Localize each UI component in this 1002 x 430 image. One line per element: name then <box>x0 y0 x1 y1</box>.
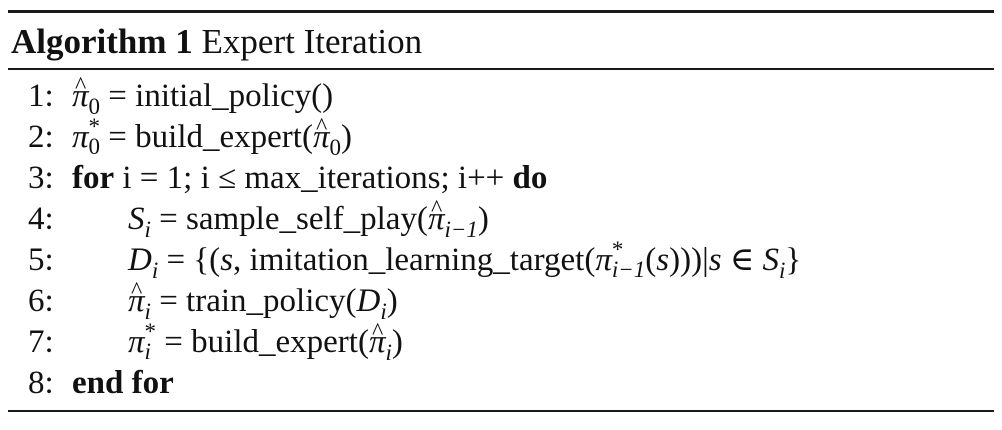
subscript: i <box>380 299 387 324</box>
subscript: i−1 <box>611 257 646 283</box>
keyword-end-for: end for <box>72 365 174 401</box>
line-code: end for <box>72 363 174 403</box>
loop-condition: i = 1; i ≤ max_iterations; i++ <box>122 160 505 196</box>
subscript: i <box>385 340 392 365</box>
algorithm-label: Algorithm 1 <box>11 22 193 61</box>
line-number: 8: <box>28 365 54 401</box>
subscript: 0 <box>88 94 101 119</box>
caption-rule <box>8 68 994 70</box>
subscript: i <box>151 258 159 283</box>
code-text: ) <box>477 201 489 237</box>
superscript: * <box>611 237 624 263</box>
line-code: Si = sample_self_play(πi−1) <box>128 189 489 242</box>
code-text: = build_expert( <box>164 324 369 360</box>
code-text: , imitation_learning_target( <box>233 242 596 278</box>
pi-symbol: π <box>128 324 145 360</box>
pi-hat-symbol: π <box>428 189 445 239</box>
line-code: Di = {(s, imitation_learning_target(π * i−… <box>128 237 802 283</box>
subscript: i <box>144 339 151 365</box>
line-number: 7: <box>28 324 54 360</box>
D-symbol: D <box>356 283 381 319</box>
sup-sub: * i <box>144 319 157 365</box>
S-symbol: S <box>128 201 145 237</box>
code-text: = build_expert( <box>108 119 313 155</box>
code-text: = initial_policy() <box>108 78 334 114</box>
line-code: π*0 = build_expert(π0) <box>72 107 352 160</box>
line-number: 5: <box>28 242 54 278</box>
pi-hat-symbol: π <box>72 66 89 116</box>
subscript: i <box>144 299 151 324</box>
subscript: i <box>144 217 151 242</box>
line-number: 2: <box>28 119 54 155</box>
sup-sub: * 0 <box>88 114 101 160</box>
S-symbol: S <box>762 242 780 278</box>
line-code: for i = 1; i ≤ max_iterations; i++ do <box>72 158 547 198</box>
code-text: ) <box>391 324 403 360</box>
code-text: = {( <box>166 242 221 278</box>
code-text: = sample_self_play( <box>159 201 428 237</box>
D-symbol: D <box>128 242 152 278</box>
line-number: 1: <box>28 78 54 114</box>
line-number: 4: <box>28 201 54 237</box>
code-text: ( <box>645 242 657 278</box>
line-number: 6: <box>28 283 54 319</box>
keyword-do: do <box>512 160 548 196</box>
pi-hat-symbol: π <box>128 271 145 321</box>
superscript: * <box>144 319 157 345</box>
code-text: ∈ <box>721 242 763 278</box>
s-symbol: s <box>708 242 722 278</box>
line-code: π0 = initial_policy() <box>72 66 334 119</box>
pi-symbol: π <box>595 242 612 278</box>
line-code: πi = train_policy(Di) <box>128 271 398 324</box>
bottom-rule <box>8 410 994 412</box>
subscript: i <box>779 258 786 283</box>
code-text: ) <box>386 283 398 319</box>
pi-hat-symbol: π <box>369 312 386 362</box>
subscript: 0 <box>88 134 101 160</box>
code-text: ) <box>340 119 352 155</box>
algorithm-caption: Algorithm 1 Expert Iteration <box>11 20 422 64</box>
sup-sub: * i−1 <box>611 237 646 283</box>
code-text: } <box>785 242 802 278</box>
algorithm-title: Expert Iteration <box>201 22 423 61</box>
top-rule <box>8 10 994 13</box>
s-symbol: s <box>220 242 234 278</box>
line-number: 3: <box>28 160 54 196</box>
subscript: i−1 <box>444 217 478 242</box>
pi-symbol: π <box>72 119 89 155</box>
line-code: π*i = build_expert(πi) <box>128 312 403 365</box>
superscript: * <box>88 114 101 140</box>
code-text: )))| <box>669 242 709 278</box>
s-symbol: s <box>656 242 670 278</box>
keyword-for: for <box>72 160 115 196</box>
code-text: = train_policy( <box>159 283 357 319</box>
pi-hat-symbol: π <box>313 107 330 157</box>
subscript: 0 <box>329 135 341 160</box>
